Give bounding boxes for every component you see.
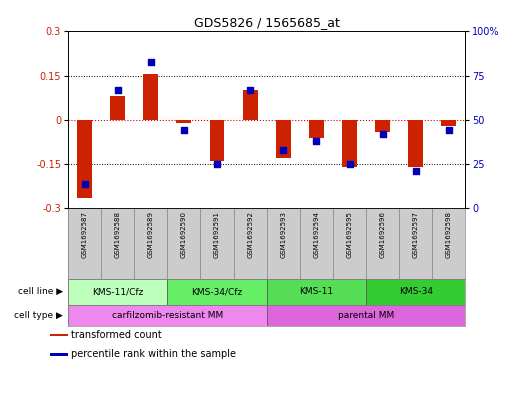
Bar (134, 208, 167, 279)
Text: transformed count: transformed count (71, 330, 162, 340)
Bar (267, 305, 465, 326)
Text: GSM1692588: GSM1692588 (115, 211, 121, 258)
Text: GSM1692595: GSM1692595 (347, 211, 353, 258)
Bar (167, 208, 200, 279)
Text: GSM1692592: GSM1692592 (247, 211, 253, 258)
Point (180, 127, 188, 134)
Bar (234, 208, 267, 279)
Bar (267, 279, 366, 305)
Bar (441, 120, 457, 126)
Point (113, 86, 122, 93)
Text: carfilzomib-resistant MM: carfilzomib-resistant MM (112, 311, 223, 320)
Text: KMS-11/Cfz: KMS-11/Cfz (92, 287, 143, 296)
Text: GSM1692591: GSM1692591 (214, 211, 220, 258)
Text: cell line ▶: cell line ▶ (18, 287, 63, 296)
Bar (68, 279, 167, 305)
Bar (366, 279, 465, 305)
Text: GSM1692587: GSM1692587 (82, 211, 87, 258)
Text: KMS-11: KMS-11 (299, 287, 334, 296)
Bar (243, 90, 258, 120)
Bar (309, 120, 324, 138)
Point (246, 86, 254, 93)
Bar (77, 120, 92, 198)
Point (81, 180, 89, 187)
Bar (68, 208, 101, 279)
Text: cell type ▶: cell type ▶ (14, 311, 63, 320)
Text: GSM1692597: GSM1692597 (413, 211, 419, 258)
Point (213, 161, 221, 167)
Bar (300, 208, 333, 279)
Bar (366, 208, 399, 279)
Bar (210, 120, 224, 161)
Point (445, 127, 453, 134)
Bar (399, 208, 433, 279)
Point (379, 131, 387, 137)
Text: KMS-34: KMS-34 (399, 287, 433, 296)
Text: GSM1692593: GSM1692593 (280, 211, 286, 258)
Bar (101, 208, 134, 279)
Bar (408, 120, 423, 167)
Text: KMS-34/Cfz: KMS-34/Cfz (191, 287, 243, 296)
Bar (375, 120, 390, 132)
Bar (342, 120, 357, 167)
Point (345, 161, 354, 167)
Point (279, 147, 288, 153)
Bar (68, 305, 267, 326)
Bar (433, 208, 465, 279)
Point (312, 138, 321, 144)
Bar (200, 208, 234, 279)
Title: GDS5826 / 1565685_at: GDS5826 / 1565685_at (194, 16, 339, 29)
Bar (143, 74, 158, 120)
Point (412, 168, 420, 174)
Text: percentile rank within the sample: percentile rank within the sample (71, 349, 236, 360)
Text: GSM1692598: GSM1692598 (446, 211, 452, 258)
Point (146, 58, 155, 64)
Bar (333, 208, 366, 279)
Bar (50, 353, 68, 356)
Bar (167, 279, 267, 305)
Bar (267, 208, 300, 279)
Text: parental MM: parental MM (338, 311, 394, 320)
Bar (50, 334, 68, 336)
Text: GSM1692596: GSM1692596 (380, 211, 385, 258)
Text: GSM1692589: GSM1692589 (148, 211, 154, 258)
Text: GSM1692590: GSM1692590 (181, 211, 187, 258)
Bar (110, 96, 125, 120)
Bar (176, 120, 191, 123)
Bar (276, 120, 291, 158)
Text: GSM1692594: GSM1692594 (313, 211, 320, 258)
